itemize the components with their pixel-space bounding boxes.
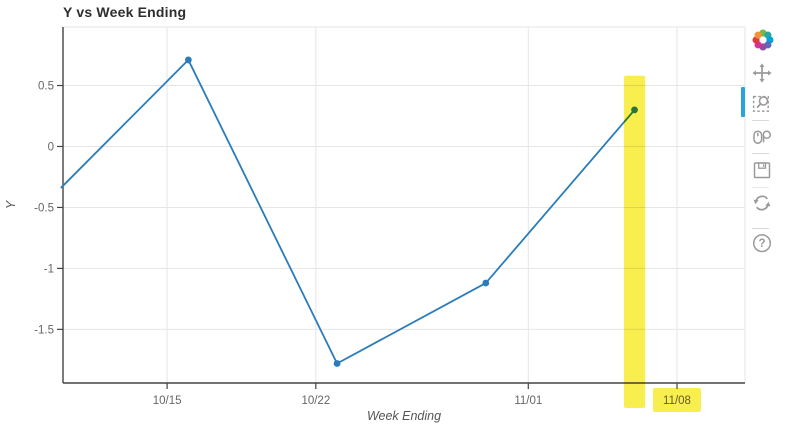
x-axis-title: Week Ending [367, 409, 441, 423]
y-axis-title: Y [4, 199, 18, 209]
box-zoom-tool-button[interactable] [750, 92, 776, 118]
bokeh-logo-icon [752, 29, 774, 51]
active-tool-indicator [741, 87, 745, 117]
toolbar-divider [752, 187, 769, 188]
highlight-band [623, 75, 646, 408]
y-tick-label: -0.5 [34, 202, 54, 214]
x-tick-label: 11/01 [514, 395, 542, 407]
toolbar-divider [752, 153, 769, 154]
help-tool-button[interactable]: ? [750, 231, 776, 257]
wheel-zoom-icon [753, 130, 772, 144]
series-line [60, 59, 636, 365]
bokeh-logo[interactable] [750, 27, 776, 53]
toolbar-divider [752, 228, 769, 229]
y-tick-label: 0 [48, 141, 54, 153]
reset-icon [753, 195, 771, 211]
plot-border [63, 26, 746, 383]
data-point-marker [482, 279, 490, 287]
data-point-marker [333, 360, 341, 367]
box-zoom-icon [752, 95, 769, 112]
pan-icon [752, 63, 772, 83]
save-icon [753, 162, 771, 179]
save-tool-button[interactable] [750, 158, 776, 184]
wheel-zoom-tool-button[interactable] [750, 125, 776, 151]
y-tick-label: -1.5 [34, 324, 54, 336]
svg-text:?: ? [758, 238, 765, 250]
data-point-marker [184, 56, 192, 64]
y-tick-label: 0.5 [38, 81, 54, 93]
yellow-highlight-annotations [623, 75, 702, 412]
x-tick-label: 10/15 [153, 395, 182, 407]
data-line-and-markers [60, 56, 638, 367]
y-tick-label: -1 [44, 263, 54, 275]
pan-tool-button[interactable] [750, 61, 776, 87]
toolbar-divider [752, 120, 769, 121]
chart-title: Y vs Week Ending [63, 4, 187, 20]
reset-tool-button[interactable] [750, 191, 776, 217]
help-icon: ? [752, 234, 772, 253]
x-tick-label: 10/22 [301, 395, 330, 407]
highlight-tick-label-box [653, 388, 702, 412]
